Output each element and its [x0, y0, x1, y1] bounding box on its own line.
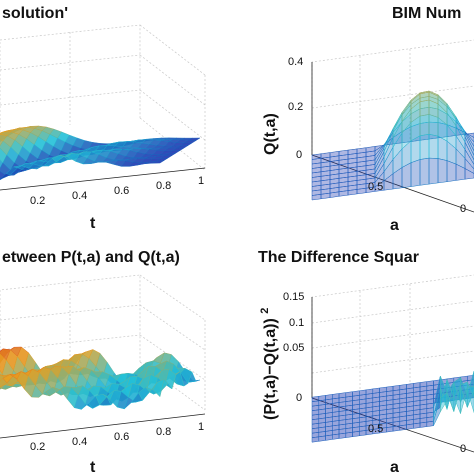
surface-cell	[320, 192, 331, 200]
panel-bottom-left: etween P(t,a) and Q(t,a) 0.2 0.4 0.6 0.8…	[0, 249, 206, 474]
panel-top-right: BIM Num Q(t,a) 0.4 0.2 0 0.5 0 a	[262, 5, 474, 234]
surface-cell	[311, 436, 320, 443]
surface-cell	[419, 114, 430, 137]
panel-3-surface	[0, 346, 201, 410]
surface-cell	[419, 421, 428, 428]
panel-4-zticks: 0.15 0.1 0.05 0	[283, 291, 304, 404]
panel-3-t-axis	[0, 413, 206, 439]
panel-2-xtick-0: 0.5	[368, 181, 383, 193]
surface-cell	[428, 133, 439, 159]
panel-2-zticks: 0.4 0.2 0	[288, 56, 303, 161]
surface-cell	[419, 133, 430, 160]
panel-1-xlabel: t	[90, 215, 96, 232]
panel-4-zlabel: (P(t,a)−Q(t,a)) 2	[259, 308, 279, 420]
panel-4-surface	[311, 370, 474, 443]
surface-cell	[428, 157, 439, 185]
panel-1-tick-0: 0.2	[30, 195, 45, 207]
surface-cell	[399, 424, 407, 431]
surface-cell	[464, 132, 474, 156]
surface-cell	[419, 99, 430, 117]
surface-cell	[311, 194, 322, 201]
surface-cell	[467, 389, 474, 413]
panel-3-tick-3: 0.8	[156, 426, 171, 438]
surface-cell	[0, 159, 4, 169]
panel-2-ztick-1: 0.2	[288, 101, 303, 113]
surface-cell	[410, 135, 421, 164]
surface-cell	[352, 431, 360, 437]
panel-3-title: etween P(t,a) and Q(t,a)	[2, 249, 180, 266]
surface-cell	[446, 160, 457, 182]
panel-1-tick-4: 1	[198, 175, 204, 187]
panel-2-ztick-2: 0	[296, 149, 302, 161]
surface-cell	[318, 435, 326, 442]
panel-1-tick-2: 0.6	[114, 185, 129, 197]
panel-1-grid	[0, 24, 206, 171]
surface-cell	[437, 158, 448, 184]
surface-cell	[419, 157, 430, 186]
panel-4-xlabel: a	[390, 459, 399, 474]
panel-2-xtick-1: 0	[460, 203, 466, 215]
surface-cell	[325, 434, 333, 441]
surface-cell	[347, 189, 358, 196]
surface-cell	[332, 433, 340, 440]
surface-cell	[345, 431, 353, 438]
panel-4-ztick-2: 0.05	[283, 342, 304, 354]
surface-cell	[392, 425, 401, 432]
panel-1-surface	[0, 125, 201, 181]
panel-4-xtick-1: 0	[460, 443, 466, 455]
surface-cell	[413, 422, 421, 429]
panel-3-ticks: 0.2 0.4 0.6 0.8 1	[30, 421, 204, 453]
panel-1-t-axis	[0, 167, 206, 191]
surface-cell	[338, 190, 349, 197]
panel-2-title: BIM Num	[392, 5, 461, 22]
panel-4-ztick-1: 0.1	[289, 317, 304, 329]
surface-cell	[464, 136, 474, 161]
panel-2-surface	[311, 90, 474, 201]
panel-3-tick-1: 0.4	[72, 436, 87, 448]
surface-cell	[356, 187, 367, 195]
surface-cell	[467, 381, 474, 398]
surface-cell	[406, 423, 414, 430]
surface-cell	[426, 420, 434, 427]
surface-cell	[152, 160, 165, 164]
panel-4-title: The Difference Squar	[258, 249, 419, 266]
panel-1-title: solution'	[2, 5, 68, 22]
panel-4-zlabel-main: (P(t,a)−Q(t,a))	[262, 318, 279, 420]
panel-bottom-right: The Difference Squar (P(t,a)−Q(t,a)) 2 0…	[258, 249, 474, 474]
surface-cell	[359, 430, 367, 437]
panel-4-ztick-3: 0	[296, 392, 302, 404]
surface-cell	[464, 168, 474, 180]
panel-1-ticks: 0.2 0.4 0.6 0.8 1	[30, 175, 204, 207]
surface-cell	[329, 191, 340, 198]
panel-3-tick-0: 0.2	[30, 441, 45, 453]
panel-1-tick-3: 0.8	[156, 180, 171, 192]
surface-cell	[464, 148, 474, 170]
panel-3-xlabel: t	[90, 459, 96, 474]
surface-cell	[386, 426, 394, 433]
panel-2-ztick-0: 0.4	[288, 56, 303, 68]
surface-cell	[338, 432, 347, 439]
surface-cell	[428, 114, 439, 137]
surface-cell	[410, 159, 421, 187]
panel-top-left: solution' 0.2 0.4 0.6 0.8 1 t	[0, 5, 206, 232]
panel-3-tick-2: 0.6	[114, 431, 129, 443]
panel-4-xtick-0: 0.5	[368, 423, 383, 435]
panel-4-zlabel-sup: 2	[259, 308, 271, 314]
surface-cell	[464, 141, 474, 165]
panel-1-tick-1: 0.4	[72, 190, 87, 202]
panel-4-ztick-0: 0.15	[283, 291, 304, 303]
panel-2-xlabel: a	[390, 217, 399, 234]
surface-cell	[152, 378, 165, 398]
panel-3-tick-4: 1	[198, 421, 204, 433]
panel-2-zlabel: Q(t,a)	[262, 113, 279, 155]
